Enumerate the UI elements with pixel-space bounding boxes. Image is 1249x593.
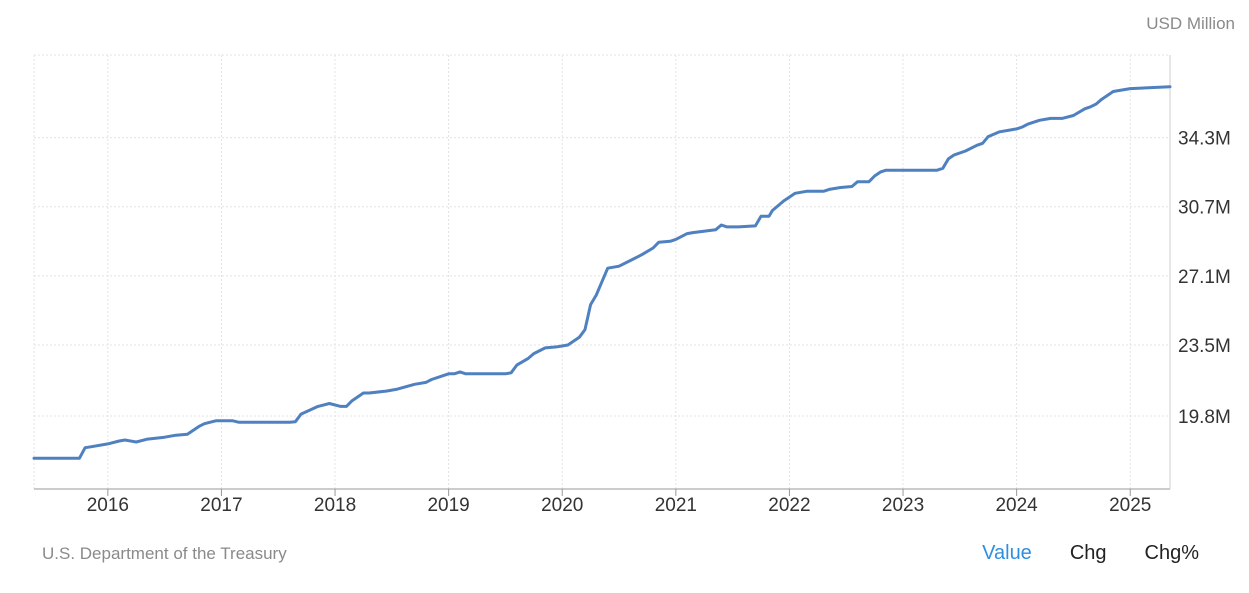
x-tick-label: 2023: [882, 495, 924, 516]
x-tick-label: 2019: [427, 495, 469, 516]
view-tabs: Value Chg Chg%: [982, 542, 1199, 565]
y-tick-label: 34.3M: [1178, 129, 1231, 150]
x-tick-label: 2016: [87, 495, 129, 516]
source-label: U.S. Department of the Treasury: [42, 544, 287, 563]
y-tick-label: 23.5M: [1178, 336, 1231, 357]
x-tick-label: 2024: [995, 495, 1038, 516]
tab-value[interactable]: Value: [982, 542, 1032, 564]
x-tick-label: 2018: [314, 495, 356, 516]
tick-labels: 19.8M 23.5M 27.1M 30.7M 34.3M 2016 2017 2018 201…: [87, 129, 1231, 516]
x-tick-label: 2025: [1109, 495, 1151, 516]
tab-chg[interactable]: Chg: [1069, 542, 1107, 564]
y-tick-label: 19.8M: [1178, 407, 1231, 428]
x-tick-label: 2020: [541, 495, 583, 516]
axes: [34, 55, 1171, 496]
x-tick-label: 2022: [768, 495, 810, 516]
grid-lines: [33, 54, 1170, 489]
x-tick-label: 2017: [200, 495, 242, 516]
y-tick-label: 27.1M: [1178, 267, 1231, 288]
series-line-layer: [32, 85, 1172, 460]
tab-chg-percent[interactable]: Chg%: [1144, 542, 1199, 564]
unit-label: USD Million: [1146, 14, 1235, 33]
x-tick-label: 2021: [655, 495, 697, 516]
series-line: [32, 85, 1172, 460]
y-tick-label: 30.7M: [1178, 198, 1231, 219]
